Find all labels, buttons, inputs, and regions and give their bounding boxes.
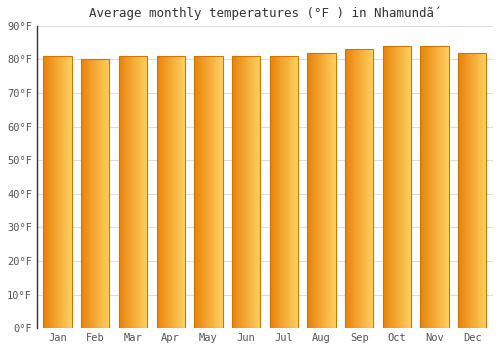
Bar: [156, 56, 185, 328]
Bar: [383, 46, 411, 328]
Bar: [81, 60, 110, 328]
Bar: [420, 46, 449, 328]
Bar: [232, 56, 260, 328]
Bar: [119, 56, 147, 328]
Bar: [345, 49, 374, 328]
Bar: [308, 52, 336, 328]
Bar: [194, 56, 222, 328]
Bar: [44, 56, 72, 328]
Bar: [458, 52, 486, 328]
Bar: [270, 56, 298, 328]
Title: Average monthly temperatures (°F ) in Nhamundã́: Average monthly temperatures (°F ) in Nh…: [88, 7, 441, 20]
